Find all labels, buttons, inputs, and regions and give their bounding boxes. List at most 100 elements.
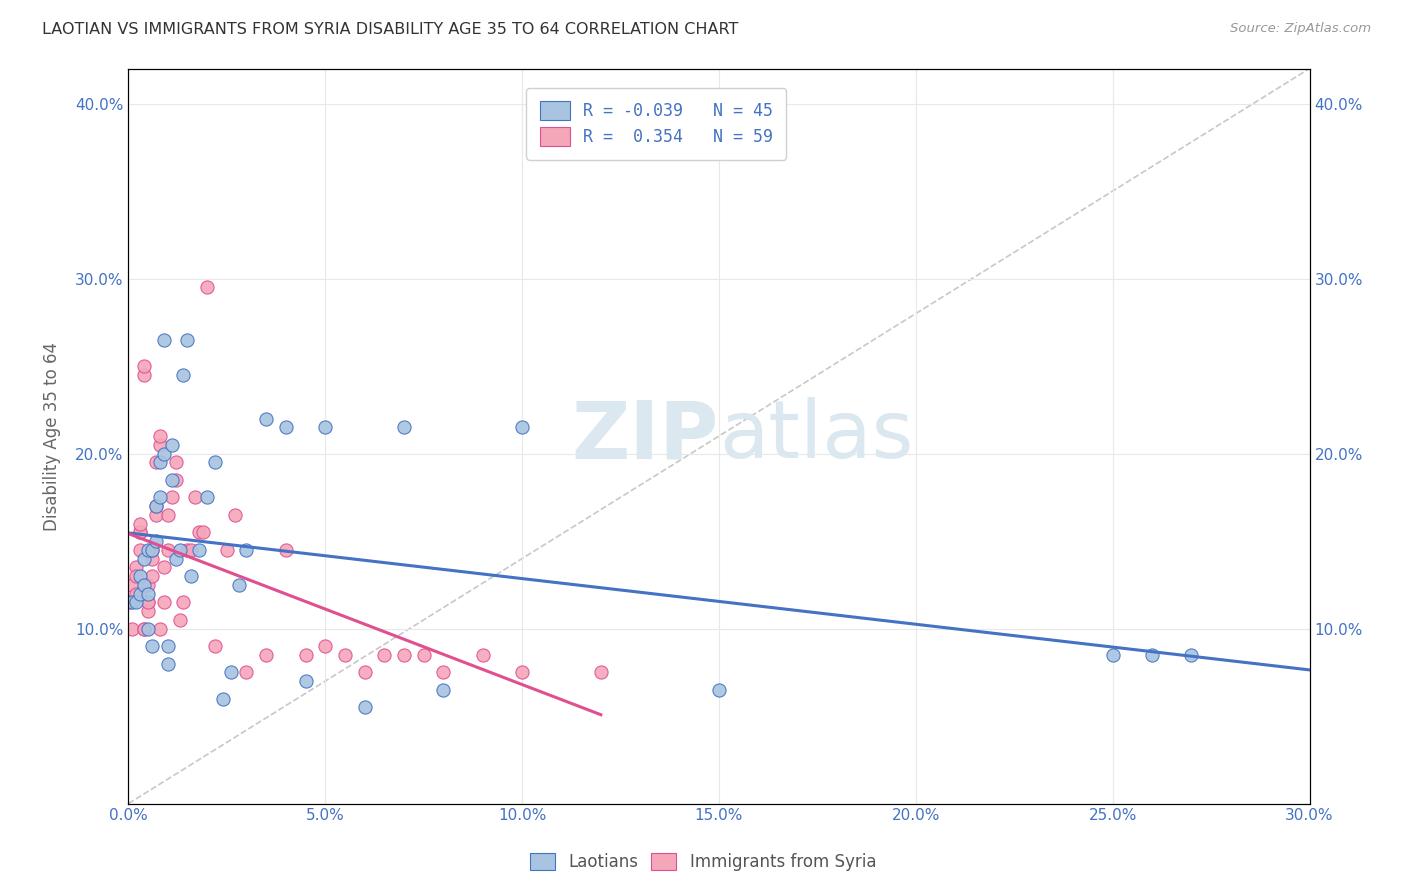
Point	[212, 691, 235, 706]
Point	[156, 508, 179, 522]
Point	[176, 542, 198, 557]
Point	[589, 665, 612, 680]
Point	[129, 525, 152, 540]
Point	[149, 429, 172, 443]
Point	[254, 411, 277, 425]
Point	[134, 622, 156, 636]
Point	[254, 648, 277, 662]
Point	[353, 665, 375, 680]
Point	[136, 586, 159, 600]
Point	[160, 438, 183, 452]
Point	[160, 491, 183, 505]
Point	[333, 648, 356, 662]
Point	[134, 578, 156, 592]
Point	[235, 542, 257, 557]
Point	[193, 525, 215, 540]
Point	[153, 446, 176, 460]
Legend: R = -0.039   N = 45, R =  0.354   N = 59: R = -0.039 N = 45, R = 0.354 N = 59	[526, 88, 786, 160]
Point	[136, 622, 159, 636]
Point	[145, 508, 167, 522]
Point	[314, 639, 336, 653]
Point	[173, 368, 195, 382]
Point	[165, 551, 187, 566]
Point	[195, 491, 218, 505]
Point	[129, 525, 152, 540]
Point	[188, 542, 211, 557]
Point	[149, 491, 172, 505]
Point	[373, 648, 395, 662]
Point	[165, 473, 187, 487]
Point	[145, 455, 167, 469]
Point	[134, 622, 156, 636]
Point	[129, 569, 152, 583]
Point	[392, 648, 415, 662]
Point	[294, 648, 316, 662]
Point	[129, 542, 152, 557]
Point	[156, 639, 179, 653]
Point	[141, 639, 163, 653]
Point	[149, 622, 172, 636]
Point	[136, 542, 159, 557]
Point	[510, 420, 533, 434]
Legend: Laotians, Immigrants from Syria: Laotians, Immigrants from Syria	[522, 845, 884, 880]
Point	[432, 665, 454, 680]
Point	[145, 534, 167, 549]
Point	[129, 586, 152, 600]
Point	[141, 542, 163, 557]
Point	[204, 639, 226, 653]
Point	[125, 569, 148, 583]
Point	[195, 280, 218, 294]
Point	[153, 595, 176, 609]
Point	[176, 333, 198, 347]
Point	[180, 542, 202, 557]
Point	[156, 657, 179, 671]
Point	[153, 560, 176, 574]
Point	[184, 491, 207, 505]
Point	[125, 595, 148, 609]
Y-axis label: Disability Age 35 to 64: Disability Age 35 to 64	[44, 342, 60, 531]
Point	[165, 455, 187, 469]
Point	[134, 368, 156, 382]
Point	[156, 542, 179, 557]
Point	[274, 542, 297, 557]
Point	[121, 595, 143, 609]
Point	[180, 569, 202, 583]
Point	[224, 508, 246, 522]
Text: atlas: atlas	[718, 397, 914, 475]
Point	[134, 359, 156, 373]
Text: LAOTIAN VS IMMIGRANTS FROM SYRIA DISABILITY AGE 35 TO 64 CORRELATION CHART: LAOTIAN VS IMMIGRANTS FROM SYRIA DISABIL…	[42, 22, 738, 37]
Point	[160, 473, 183, 487]
Point	[153, 333, 176, 347]
Point	[136, 578, 159, 592]
Point	[173, 595, 195, 609]
Point	[707, 682, 730, 697]
Point	[169, 542, 191, 557]
Point	[121, 578, 143, 592]
Point	[145, 499, 167, 513]
Point	[353, 700, 375, 714]
Point	[188, 525, 211, 540]
Point	[1140, 648, 1163, 662]
Point	[149, 438, 172, 452]
Point	[149, 455, 172, 469]
Point	[120, 595, 142, 609]
Point	[134, 551, 156, 566]
Point	[136, 604, 159, 618]
Point	[510, 665, 533, 680]
Point	[294, 674, 316, 689]
Point	[432, 682, 454, 697]
Point	[141, 542, 163, 557]
Point	[204, 455, 226, 469]
Point	[314, 420, 336, 434]
Point	[125, 586, 148, 600]
Text: Source: ZipAtlas.com: Source: ZipAtlas.com	[1230, 22, 1371, 36]
Point	[136, 595, 159, 609]
Point	[274, 420, 297, 434]
Point	[141, 569, 163, 583]
Point	[219, 665, 242, 680]
Point	[471, 648, 494, 662]
Point	[215, 542, 238, 557]
Point	[1101, 648, 1123, 662]
Text: ZIP: ZIP	[572, 397, 718, 475]
Point	[121, 622, 143, 636]
